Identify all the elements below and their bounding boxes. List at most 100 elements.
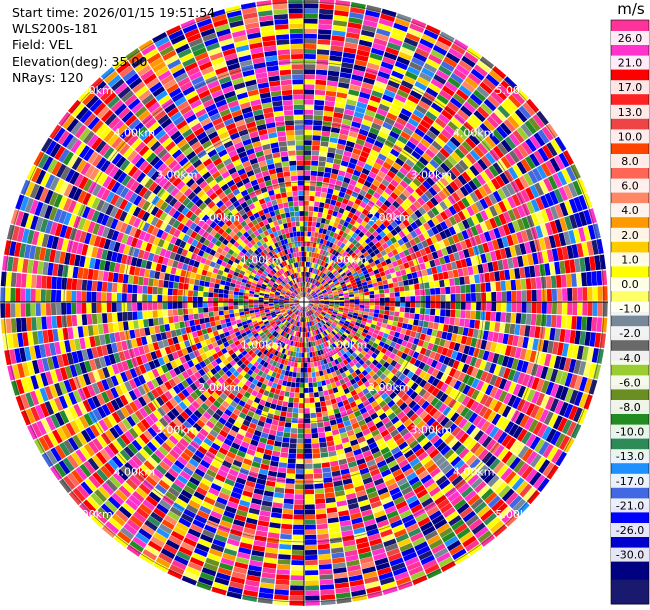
- gate-cell: [486, 302, 492, 311]
- gate-cell: [234, 482, 245, 490]
- gate-cell: [182, 302, 188, 309]
- gate-cell: [325, 322, 331, 327]
- gate-cell: [474, 320, 481, 329]
- gate-cell: [259, 437, 268, 444]
- gate-cell: [456, 527, 471, 540]
- gate-cell: [465, 398, 475, 409]
- gate-cell: [489, 374, 498, 386]
- gate-cell: [306, 327, 309, 332]
- gate-cell: [310, 309, 314, 314]
- gate-cell: [219, 464, 230, 473]
- gate-cell: [376, 408, 385, 417]
- gate-cell: [354, 307, 360, 311]
- gate-cell: [484, 396, 494, 408]
- gate-cell: [314, 488, 325, 494]
- gate-cell: [253, 456, 262, 464]
- gate-cell: [483, 408, 493, 420]
- gate-cell: [519, 483, 533, 498]
- gate-cell: [300, 322, 302, 327]
- gate-cell: [460, 310, 466, 319]
- gate-cell: [319, 569, 333, 575]
- gate-cell: [386, 510, 399, 519]
- gate-cell: [439, 316, 445, 324]
- gate-cell: [10, 272, 17, 287]
- gate-cell: [245, 480, 256, 488]
- gate-cell: [374, 302, 380, 306]
- gate-cell: [286, 381, 292, 387]
- gate-cell: [292, 351, 297, 357]
- gate-cell: [429, 336, 436, 344]
- gate-cell: [15, 273, 22, 288]
- gate-cell: [345, 363, 352, 370]
- gate-cell: [296, 453, 304, 459]
- gate-cell: [379, 302, 385, 306]
- gate-cell: [372, 366, 380, 374]
- gate-cell: [435, 361, 443, 371]
- gate-cell: [355, 489, 367, 498]
- gate-cell: [395, 302, 400, 307]
- gate-cell: [322, 317, 328, 322]
- gate-cell: [411, 403, 421, 413]
- gate-cell: [238, 412, 247, 420]
- gate-cell: [532, 421, 543, 436]
- gate-cell: [435, 308, 441, 316]
- gate-cell: [117, 273, 124, 283]
- gate-cell: [202, 529, 215, 539]
- gate-cell: [223, 438, 233, 447]
- gate-cell: [362, 388, 370, 395]
- gate-cell: [320, 320, 325, 326]
- gate-cell: [342, 365, 348, 372]
- gate-cell: [360, 445, 370, 453]
- gate-cell: [451, 333, 458, 342]
- gate-cell: [491, 302, 497, 312]
- gate-cell: [340, 468, 350, 475]
- gate-cell: [218, 297, 223, 302]
- gate-cell: [570, 423, 582, 439]
- gate-cell: [277, 472, 286, 479]
- gate-cell: [263, 562, 277, 569]
- gate-cell: [537, 339, 544, 352]
- gate-cell: [277, 559, 291, 565]
- gate-cell: [329, 356, 334, 362]
- gate-cell: [343, 322, 349, 327]
- gate-cell: [364, 308, 370, 312]
- gate-cell: [383, 433, 393, 442]
- gate-cell: [194, 279, 200, 286]
- gate-cell: [167, 568, 183, 580]
- gate-cell: [316, 412, 323, 418]
- gate-cell: [81, 279, 88, 291]
- gate-cell: [376, 519, 390, 528]
- gate-cell: [318, 559, 332, 565]
- gate-cell: [264, 401, 272, 408]
- gate-cell: [91, 302, 97, 314]
- gate-cell: [297, 438, 304, 444]
- gate-cell: [348, 385, 355, 392]
- gate-cell: [116, 293, 122, 302]
- gate-cell: [314, 324, 318, 330]
- gate-cell: [457, 326, 464, 335]
- gate-cell: [317, 427, 325, 433]
- gate-cell: [235, 477, 247, 485]
- gate-cell: [489, 458, 501, 471]
- gate-cell: [305, 327, 308, 333]
- gate-cell: [359, 343, 366, 350]
- gate-cell: [422, 559, 438, 570]
- gate-cell: [559, 401, 569, 417]
- gate-cell: [591, 348, 599, 363]
- gate-cell: [285, 339, 290, 345]
- gate-cell: [363, 571, 378, 579]
- gate-cell: [106, 302, 112, 313]
- gate-cell: [536, 302, 542, 314]
- gate-cell: [281, 406, 288, 412]
- gate-cell: [566, 315, 572, 329]
- gate-cell: [317, 422, 324, 428]
- gate-cell: [270, 512, 282, 519]
- gate-cell: [325, 497, 336, 504]
- gate-cell: [107, 272, 114, 282]
- gate-cell: [244, 431, 254, 439]
- gate-cell: [216, 529, 229, 538]
- gate-cell: [313, 313, 317, 319]
- gate-cell: [365, 523, 378, 532]
- gate-cell: [343, 539, 356, 547]
- gate-cell: [247, 512, 259, 520]
